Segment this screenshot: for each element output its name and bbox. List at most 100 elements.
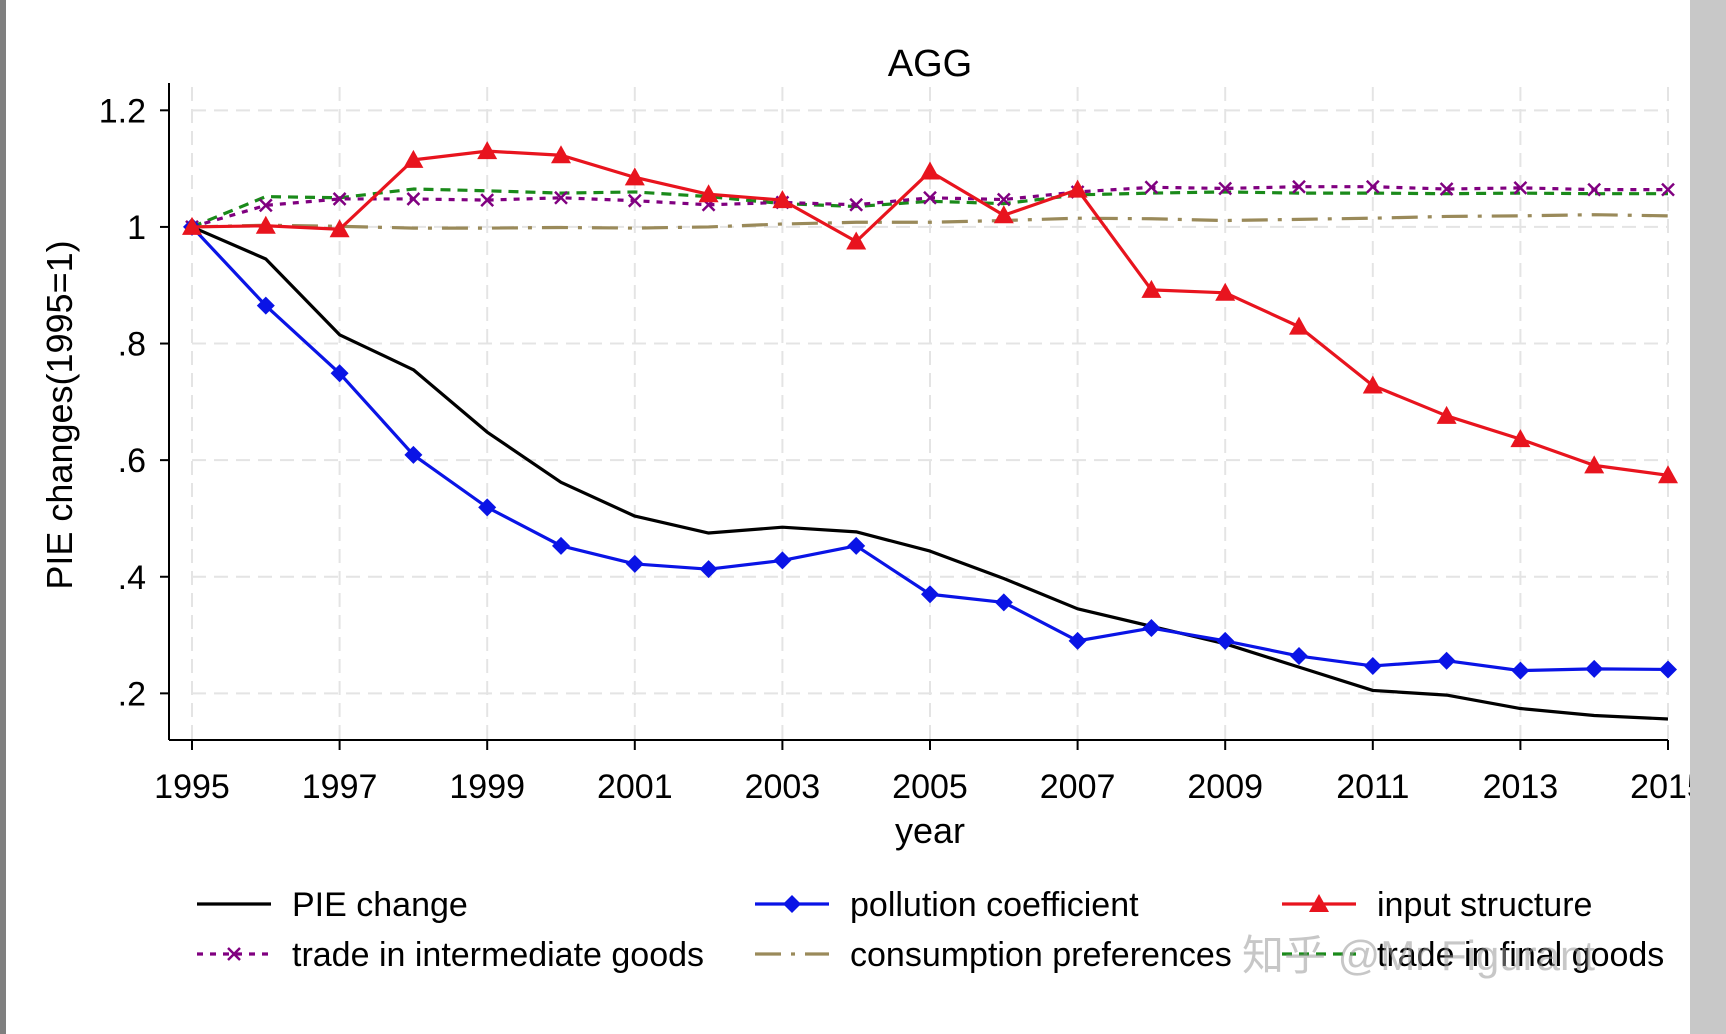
legend-entry: trade in final goods [1282,936,1664,974]
diamond-marker [1142,619,1161,638]
y-tick-label: 1 [127,209,146,247]
diamond-marker [1585,659,1604,678]
grid-lines [191,87,1669,740]
triangle-marker [182,216,202,235]
diamond-marker [404,445,423,464]
diamond-marker [994,593,1013,612]
chart-title: AGG [888,43,972,85]
x-marker [1513,180,1528,195]
triangle-marker [1658,465,1678,484]
diamond-marker [1290,647,1308,666]
x-marker [480,193,495,207]
diamond-marker [1068,631,1087,650]
series-input-structure [182,141,1678,484]
triangle-marker [993,205,1014,224]
legend-label: trade in intermediate goods [292,936,704,974]
triangle-marker [846,231,867,250]
triangle-marker [329,219,350,238]
series-PIE-change [191,225,1669,721]
x-marker [258,198,273,213]
x-tick-label: 2001 [597,768,673,806]
legend-label: pollution coefficient [850,886,1139,924]
triangle-marker [920,161,940,180]
diamond-marker [783,895,801,913]
legend-entry: input structure [1282,886,1592,924]
diamond-marker [847,536,866,555]
x-axis-label: year [895,810,965,851]
triangle-marker [1141,279,1162,298]
x-marker [1661,182,1675,197]
triangle-marker [1436,405,1457,424]
x-tick-label: 2015 [1630,768,1690,806]
triangle-marker [551,145,571,164]
x-marker [1144,180,1159,195]
legend: PIE change pollution coefficient input str… [197,886,1664,974]
x-marker [996,192,1011,207]
triangle-marker [1510,429,1531,448]
y-tick-label: .8 [118,326,146,364]
triangle-marker [698,184,719,203]
legend-entry: pollution coefficient [755,886,1139,924]
watermark: 知乎 @Mr Figurant [1242,932,1595,979]
legend-entry: PIE change [197,886,468,924]
window-left-border [0,0,6,1034]
triangle-marker [477,141,498,160]
line-chart: .2 .4 .6 .8 1 1.2 1995 1997 1999 2001 2003 2005 2007… [39,43,1690,979]
x-tick-label: 2005 [892,768,968,806]
diamond-marker [478,498,497,517]
legend-entry: trade in intermediate goods [197,936,704,974]
diamond-marker [625,554,644,573]
diamond-marker [1659,660,1677,679]
triangle-marker [1362,375,1383,394]
x-marker [923,190,937,205]
triangle-marker [403,149,424,168]
triangle-marker [624,167,645,186]
window-right-border [1690,0,1726,1034]
diamond-marker [773,551,792,570]
triangle-marker [1289,316,1309,335]
y-tick-label: .6 [118,442,146,480]
y-tick-label: .2 [118,675,146,713]
legend-label: PIE change [292,886,468,924]
diamond-marker [256,296,275,315]
diamond-marker [1216,631,1235,650]
legend-label: consumption preferences [850,936,1232,974]
legend-label: input structure [1377,886,1592,924]
triangle-marker [255,215,276,234]
x-marker [332,192,347,206]
diamond-marker [1511,661,1530,680]
diamond-marker [699,560,718,579]
x-marker [227,947,241,961]
triangle-marker [1067,179,1088,198]
triangle-marker [772,190,793,209]
x-marker [1587,182,1602,197]
x-marker [849,197,864,212]
x-marker [627,193,642,208]
x-tick-label: 2013 [1483,768,1559,806]
diamond-marker [552,536,570,555]
diamond-marker [330,364,349,383]
x-marker [554,190,568,205]
x-marker [406,192,421,206]
x-tick-label: 2003 [745,768,821,806]
x-tick-label: 2009 [1187,768,1263,806]
x-tick-label: 2007 [1040,768,1116,806]
x-tick-label: 1999 [449,768,525,806]
series-line [191,225,1669,721]
triangle-marker [1309,894,1329,912]
x-marker [1218,181,1233,196]
y-tick-label: 1.2 [99,92,146,130]
x-tick-label: 1997 [302,768,378,806]
triangle-marker [1584,455,1605,474]
triangle-marker [1215,282,1236,301]
x-marker [1292,179,1306,194]
series-line [191,213,1669,230]
diamond-marker [1437,651,1456,670]
x-tick-label: 1995 [154,768,230,806]
x-marker [1365,179,1380,194]
x-tick-label: 2011 [1336,768,1409,806]
diamond-marker [921,585,939,604]
series-group [182,141,1678,721]
diamond-marker [1363,656,1382,675]
legend-entry: consumption preferences [755,936,1232,974]
